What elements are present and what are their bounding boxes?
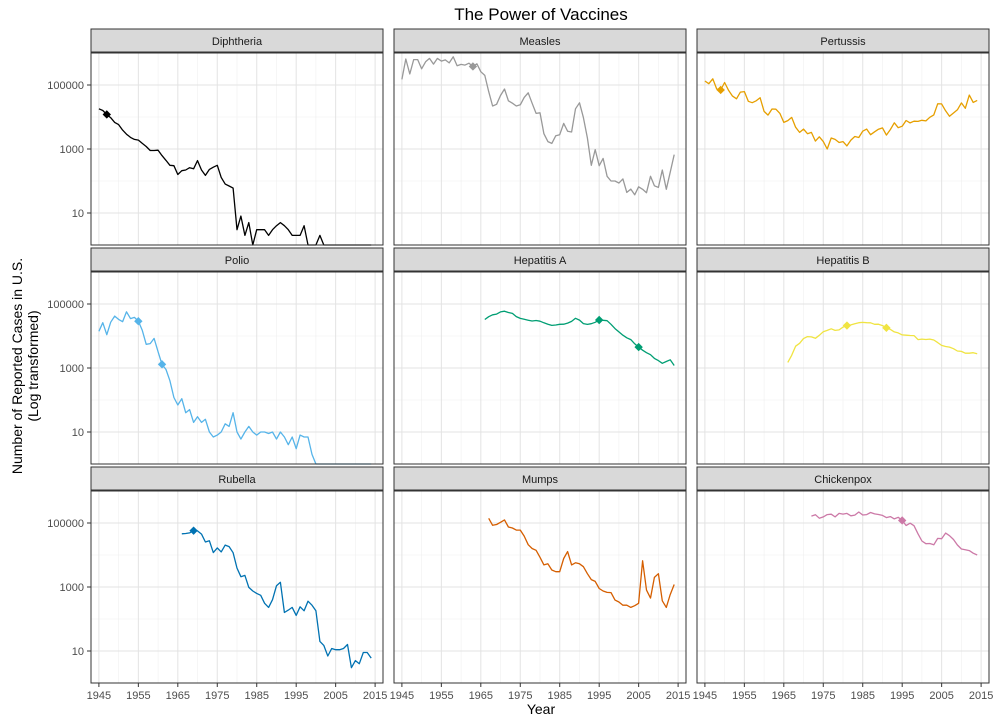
x-tick-label: 1965 (469, 690, 493, 702)
x-tick-label: 1985 (547, 690, 571, 702)
vaccine-marker-hepatitis-b (882, 323, 891, 333)
x-tick-label: 1955 (732, 690, 756, 702)
strip-mumps (393, 466, 687, 491)
strip-label-measles: Measles (520, 36, 561, 48)
strip-label-rubella: Rubella (218, 474, 256, 486)
facet-hepatitis-b: Hepatitis B (696, 247, 990, 465)
x-tick-label: 1995 (587, 690, 611, 702)
panel-border-chickenpox (696, 490, 990, 684)
facet-pertussis: Pertussis (696, 28, 990, 246)
facet-mumps: Mumps 1945 1955 1965 1975 1985 1995 2005 2015 (390, 466, 690, 702)
strip-label-mumps: Mumps (522, 474, 559, 486)
y-tick-label: 100000 (47, 518, 84, 530)
y-tick-label: 10 (72, 646, 84, 658)
x-tick-label: 1975 (508, 690, 532, 702)
y-tick-label: 100000 (47, 299, 84, 311)
series-line-hepatitis-b (787, 321, 978, 363)
x-tick-label: 1955 (429, 690, 453, 702)
facet-panels: Diphtheria 10 1000 100000 Measles Pertussis Po… (47, 28, 993, 702)
strip-polio (90, 247, 384, 272)
strip-hepatitis-a (393, 247, 687, 272)
y-axis-title-line-2: (Log transformed) (25, 310, 41, 421)
series-line-mumps (488, 517, 675, 609)
strip-label-hepatitis-b: Hepatitis B (816, 255, 869, 267)
strip-label-pertussis: Pertussis (820, 36, 866, 48)
strip-rubella (90, 466, 384, 491)
strip-label-hepatitis-a: Hepatitis A (514, 255, 567, 267)
vaccine-marker-hepatitis-b (842, 321, 852, 330)
y-tick-label: 10 (72, 208, 84, 220)
x-tick-label: 2005 (626, 690, 650, 702)
x-tick-label: 2005 (323, 690, 347, 702)
facet-polio: Polio 10 1000 100000 (47, 247, 384, 465)
x-tick-label: 1965 (166, 690, 190, 702)
series-line-rubella (181, 529, 372, 669)
facet-measles: Measles (393, 28, 687, 246)
y-tick-label: 1000 (60, 363, 84, 375)
strip-chickenpox (696, 466, 990, 491)
x-tick-label: 1975 (811, 690, 835, 702)
strip-label-diphtheria: Diphtheria (212, 36, 263, 48)
strip-label-polio: Polio (225, 255, 249, 267)
series-line-pertussis (704, 78, 978, 150)
x-tick-label: 1975 (205, 690, 229, 702)
vaccine-marker-diphtheria (102, 110, 111, 119)
panel-border-mumps (393, 490, 687, 684)
y-tick-label: 1000 (60, 144, 84, 156)
panel-border-pertussis (696, 52, 990, 246)
vaccine-marker-hepatitis-a (594, 315, 604, 325)
series-line-measles (401, 56, 675, 196)
vaccine-marker-hepatitis-a (634, 342, 643, 352)
vaccine-marker-polio (134, 317, 143, 326)
x-tick-label: 2015 (969, 690, 993, 702)
y-tick-label: 1000 (60, 582, 84, 594)
x-tick-label: 1965 (772, 690, 796, 702)
vaccine-marker-polio (157, 360, 167, 369)
y-axis-title-line-1: Number of Reported Cases in U.S. (9, 258, 25, 474)
series-line-hepatitis-a (484, 310, 675, 366)
panel-border-hepatitis-a (393, 271, 687, 465)
strip-pertussis (696, 28, 990, 53)
series-line-chickenpox (811, 511, 978, 556)
y-axis-title-group: Number of Reported Cases in U.S. (Log tr… (9, 258, 41, 474)
strip-measles (393, 28, 687, 53)
x-tick-label: 2005 (929, 690, 953, 702)
x-axis-title: Year (527, 701, 556, 717)
y-tick-label: 100000 (47, 80, 84, 92)
facet-hepatitis-a: Hepatitis A (393, 247, 687, 465)
x-tick-label: 1985 (244, 690, 268, 702)
x-tick-label: 1945 (390, 690, 414, 702)
vaccine-marker-pertussis (716, 85, 725, 95)
facet-chickenpox: Chickenpox 1945 1955 1965 1975 1985 1995 2005 20… (693, 466, 993, 702)
strip-label-chickenpox: Chickenpox (814, 474, 872, 486)
y-tick-label: 10 (72, 427, 84, 439)
vaccine-marker-rubella (189, 526, 198, 535)
vaccine-marker-measles (468, 62, 478, 71)
strip-diphtheria (90, 28, 384, 53)
x-tick-label: 1945 (87, 690, 111, 702)
facet-diphtheria: Diphtheria 10 1000 100000 (47, 28, 384, 246)
facet-rubella: Rubella 10 1000 100000 1945 1955 1965 1975 1985 1… (47, 466, 387, 702)
x-tick-label: 1995 (284, 690, 308, 702)
x-tick-label: 1945 (693, 690, 717, 702)
chart-title: The Power of Vaccines (454, 5, 628, 24)
x-tick-label: 1995 (890, 690, 914, 702)
x-tick-label: 2015 (363, 690, 387, 702)
strip-hepatitis-b (696, 247, 990, 272)
x-tick-label: 1985 (850, 690, 874, 702)
x-tick-label: 1955 (126, 690, 150, 702)
x-tick-label: 2015 (666, 690, 690, 702)
panel-border-hepatitis-b (696, 271, 990, 465)
vaccine-marker-chickenpox (897, 516, 907, 525)
panel-border-measles (393, 52, 687, 246)
